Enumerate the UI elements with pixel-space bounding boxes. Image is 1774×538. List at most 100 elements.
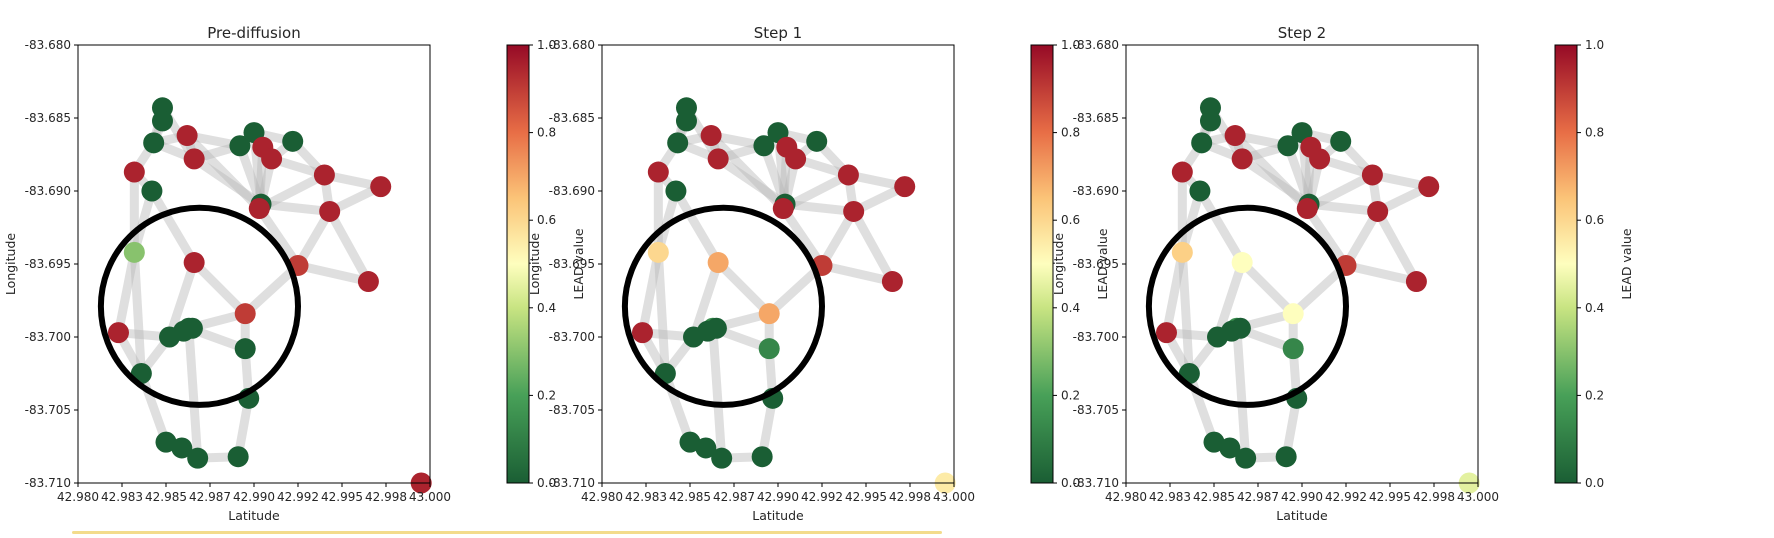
x-tick-label: 42.990 — [757, 490, 799, 504]
graph-node — [785, 148, 807, 170]
graph-node — [631, 322, 653, 344]
graph-node — [697, 320, 719, 342]
graph-edge — [1232, 323, 1251, 463]
node-layer — [107, 97, 432, 494]
y-tick-label: -83.695 — [25, 257, 71, 271]
colorbar-tick-label: 0.0 — [1585, 476, 1604, 490]
graph-node — [1418, 176, 1440, 198]
colorbar-tick-label: 0.0 — [1061, 476, 1080, 490]
graph-node — [837, 164, 859, 186]
x-axis-label: Latitude — [228, 508, 280, 523]
graph-node — [1171, 161, 1193, 183]
graph-node — [1224, 125, 1246, 147]
plot-title: Step 2 — [1278, 24, 1326, 42]
graph-edge — [671, 186, 723, 268]
graph-node — [1155, 322, 1177, 344]
x-tick-label: 42.998 — [889, 490, 931, 504]
graph-edge — [689, 258, 723, 342]
colorbar-label: LEAD value — [1619, 228, 1634, 299]
graph-node — [665, 180, 687, 202]
y-ticks: -83.680 -83.685 -83.690 -83.695 -83.700 -83.7… — [549, 38, 602, 490]
graph-edge — [1373, 206, 1421, 287]
y-tick-label: -83.700 — [25, 330, 71, 344]
x-tick-label: 42.987 — [189, 490, 231, 504]
annotation-circle — [1145, 204, 1349, 408]
x-tick-label: 42.987 — [1237, 490, 1279, 504]
x-tick-label: 42.980 — [57, 490, 99, 504]
graph-edge — [1304, 199, 1383, 216]
graph-node — [1296, 198, 1318, 220]
annotation-circle — [621, 204, 825, 408]
graph-edge — [325, 206, 373, 287]
panel-pre-diffusion: Pre-diffusion Latitude Longitude 42.980 4… — [3, 24, 586, 523]
graph-edge — [129, 186, 157, 257]
graph-node — [313, 164, 335, 186]
node-layer — [631, 97, 956, 494]
colorbar: 0.0 0.2 0.4 0.6 0.8 1.0 — [1030, 38, 1080, 490]
graph-edge — [1302, 204, 1351, 270]
graph-node — [227, 446, 249, 468]
graph-edge — [653, 247, 670, 378]
colorbar-tick-label: 0.2 — [1061, 388, 1080, 402]
colorbar-tick-label: 0.6 — [1585, 213, 1604, 227]
graph-node — [758, 303, 780, 325]
graph-node — [711, 447, 733, 469]
x-tick-label: 42.992 — [1325, 490, 1367, 504]
y-axis-label: Longitude — [1051, 233, 1066, 295]
graph-node — [753, 135, 775, 157]
y-tick-label: -83.695 — [549, 257, 595, 271]
y-tick-label: -83.680 — [549, 38, 595, 52]
annotation-circle — [97, 204, 301, 408]
y-tick-label: -83.685 — [1073, 111, 1119, 125]
colorbar-tick-label: 0.4 — [1061, 301, 1080, 315]
graph-node — [183, 252, 205, 274]
graph-node — [1235, 447, 1257, 469]
graph-edge — [1213, 258, 1247, 342]
x-tick-label: 42.995 — [1369, 490, 1411, 504]
graph-node — [1231, 252, 1253, 274]
graph-edge — [713, 154, 790, 209]
y-tick-label: -83.685 — [25, 111, 71, 125]
graph-node — [758, 338, 780, 360]
x-tick-label: 42.985 — [145, 490, 187, 504]
x-tick-label: 42.983 — [101, 490, 143, 504]
graph-node — [675, 110, 697, 132]
graph-node — [155, 431, 177, 453]
graph-edge — [136, 369, 171, 447]
graph-node — [1191, 132, 1213, 154]
x-tick-label: 43.000 — [409, 490, 451, 504]
node-layer — [1155, 97, 1480, 494]
graph-edge — [1230, 131, 1312, 214]
y-ticks: -83.680 -83.685 -83.690 -83.695 -83.700 -83.7… — [1073, 38, 1126, 490]
graph-node — [319, 200, 341, 222]
colorbar-tick-label: 1.0 — [1585, 38, 1604, 52]
colorbar-tick-label: 0.6 — [537, 213, 556, 227]
graph-node — [187, 447, 209, 469]
graph-node — [173, 320, 195, 342]
colorbar-tick-label: 0.4 — [1585, 301, 1604, 315]
colorbar-tick-label: 0.8 — [1061, 126, 1080, 140]
graph-edge — [637, 247, 663, 338]
x-tick-label: 43.000 — [1457, 490, 1499, 504]
graph-node — [1275, 446, 1297, 468]
horizontal-scrollbar[interactable] — [72, 531, 942, 534]
x-tick-label: 42.995 — [845, 490, 887, 504]
colorbar-tick-label: 0.0 — [537, 476, 556, 490]
graph-edge — [129, 247, 146, 378]
colorbar-tick-label: 0.6 — [1061, 213, 1080, 227]
graph-node — [357, 271, 379, 293]
x-tick-label: 42.990 — [1281, 490, 1323, 504]
graph-node — [141, 180, 163, 202]
graph-node — [1219, 437, 1241, 459]
graph-node — [107, 322, 129, 344]
graph-node — [647, 161, 669, 183]
graph-edge — [113, 247, 139, 338]
colorbar-tick-label: 1.0 — [1061, 38, 1080, 52]
graph-edge — [660, 369, 695, 447]
graph-node — [843, 200, 865, 222]
graph-edge — [817, 260, 897, 287]
y-tick-label: -83.710 — [1073, 476, 1119, 490]
y-tick-label: -83.710 — [25, 476, 71, 490]
colorbar-label: LEAD value — [1095, 228, 1110, 299]
